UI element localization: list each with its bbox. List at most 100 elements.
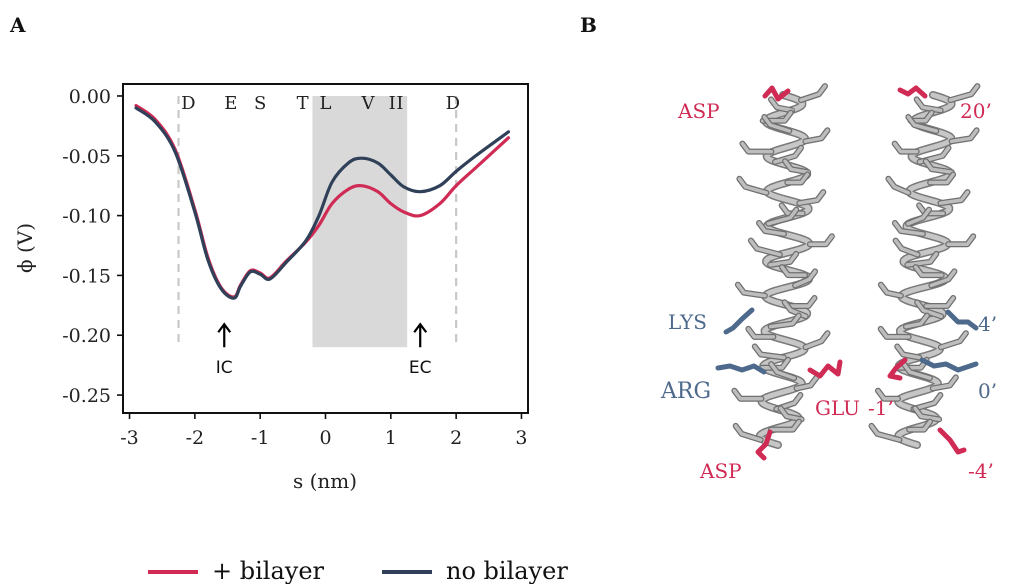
side-chain [906,115,939,133]
residue-label-0: D [181,93,195,114]
side-chain [893,221,925,236]
legend: + bilayer no bilayer [148,557,568,584]
y-tick-label-1: -0.05 [62,146,111,168]
side-chain [746,327,776,339]
side-chain [915,300,943,319]
side-chain [939,331,968,349]
ec-arrow [413,322,428,348]
x-tick-label-6: 3 [515,427,527,449]
x-tick-label-0: -3 [120,427,139,449]
side-chain [736,282,767,298]
residue-asp-bottom-left [755,429,773,461]
side-chain [760,358,790,370]
chart-series [134,103,511,300]
side-chain [785,172,810,185]
side-chain [913,265,944,277]
label-arg: ARG [660,379,711,404]
side-chain [906,207,931,226]
side-chain [769,362,796,380]
label-20: 20’ [960,99,992,123]
label-lys: LYS [668,310,707,334]
side-chain [797,190,826,205]
side-chain [907,419,932,432]
side-chain [905,252,939,267]
side-chain [778,406,804,422]
residue-label-4: L [320,93,332,114]
side-chain [914,97,943,113]
x-tick-label-5: 2 [450,427,462,449]
left-helix [731,83,835,449]
side-chain [753,344,786,360]
side-chain [779,203,805,216]
side-chain [878,327,911,339]
side-chain [740,141,774,154]
ec-annotation: EC [409,322,432,378]
residue-label-5: V [360,93,375,114]
side-chain [876,388,900,401]
label-4: 4’ [978,312,997,336]
label-minus1: -1’ [868,396,894,420]
residue-0-right [919,357,979,373]
side-chain [938,190,970,205]
residue-minus4-right [937,427,967,455]
side-chain [902,362,932,380]
side-chain [769,419,801,432]
side-chain [893,238,920,257]
shaded-region [312,95,408,348]
side-chain [733,424,763,442]
residue-lys-left [723,307,755,335]
side-chain [788,296,817,308]
side-chain [928,172,955,185]
x-tick-label-2: -1 [251,427,270,449]
label-asp-bottom: ASP [699,459,742,483]
panel-a-label: A [9,13,26,37]
side-chain [783,159,810,174]
side-chain [931,375,958,391]
residue-label-1: E [224,93,237,114]
side-chain [766,207,799,226]
residue-20-right [897,85,928,99]
side-chain [879,282,903,298]
side-chain [780,265,807,277]
x-axis-label: s (nm) [293,469,357,493]
residue-label-3: T [297,93,309,114]
side-chain [803,331,830,349]
side-chain [768,252,798,267]
side-chain [757,221,786,236]
y-tick-label-0: 0.00 [69,86,111,108]
side-chain [949,128,979,144]
side-chain [794,375,819,391]
side-chain [762,115,792,133]
side-chain [948,84,980,102]
series-line-no-bilayer [134,106,511,300]
x-tick-label-4: 1 [385,427,397,449]
side-chain [773,146,803,164]
side-chain [924,296,955,308]
side-chain [799,84,827,102]
label-glu: GLU [815,396,860,420]
ec-label: EC [409,358,432,378]
residue-arg-left [715,363,767,375]
ic-annotation: IC [216,322,233,378]
y-tick-label-2: -0.10 [62,206,111,228]
legend-label-no-bilayer: no bilayer [446,557,568,584]
side-chain [904,313,929,329]
residue-label-7: I [396,93,403,114]
side-chain [892,141,919,154]
residue-minus1-right [887,357,908,381]
side-chain [929,269,957,288]
side-chain [793,269,817,288]
x-tick-label-3: 0 [319,427,331,449]
side-chain [886,177,911,195]
side-chain [768,313,801,329]
label-minus4: -4’ [968,459,994,483]
chart-axes: -3 -2 -1 0 1 2 3 0.00 -0.05 -0.10 -0.15 -0.20 -0.25 [62,86,527,449]
residue-glu-left [807,359,843,379]
side-chain [908,110,934,123]
left-helix-residues [715,85,843,461]
residue-4-right [945,309,979,331]
side-chain [732,388,764,401]
right-helix-residues [887,85,979,455]
side-chain [803,128,830,144]
